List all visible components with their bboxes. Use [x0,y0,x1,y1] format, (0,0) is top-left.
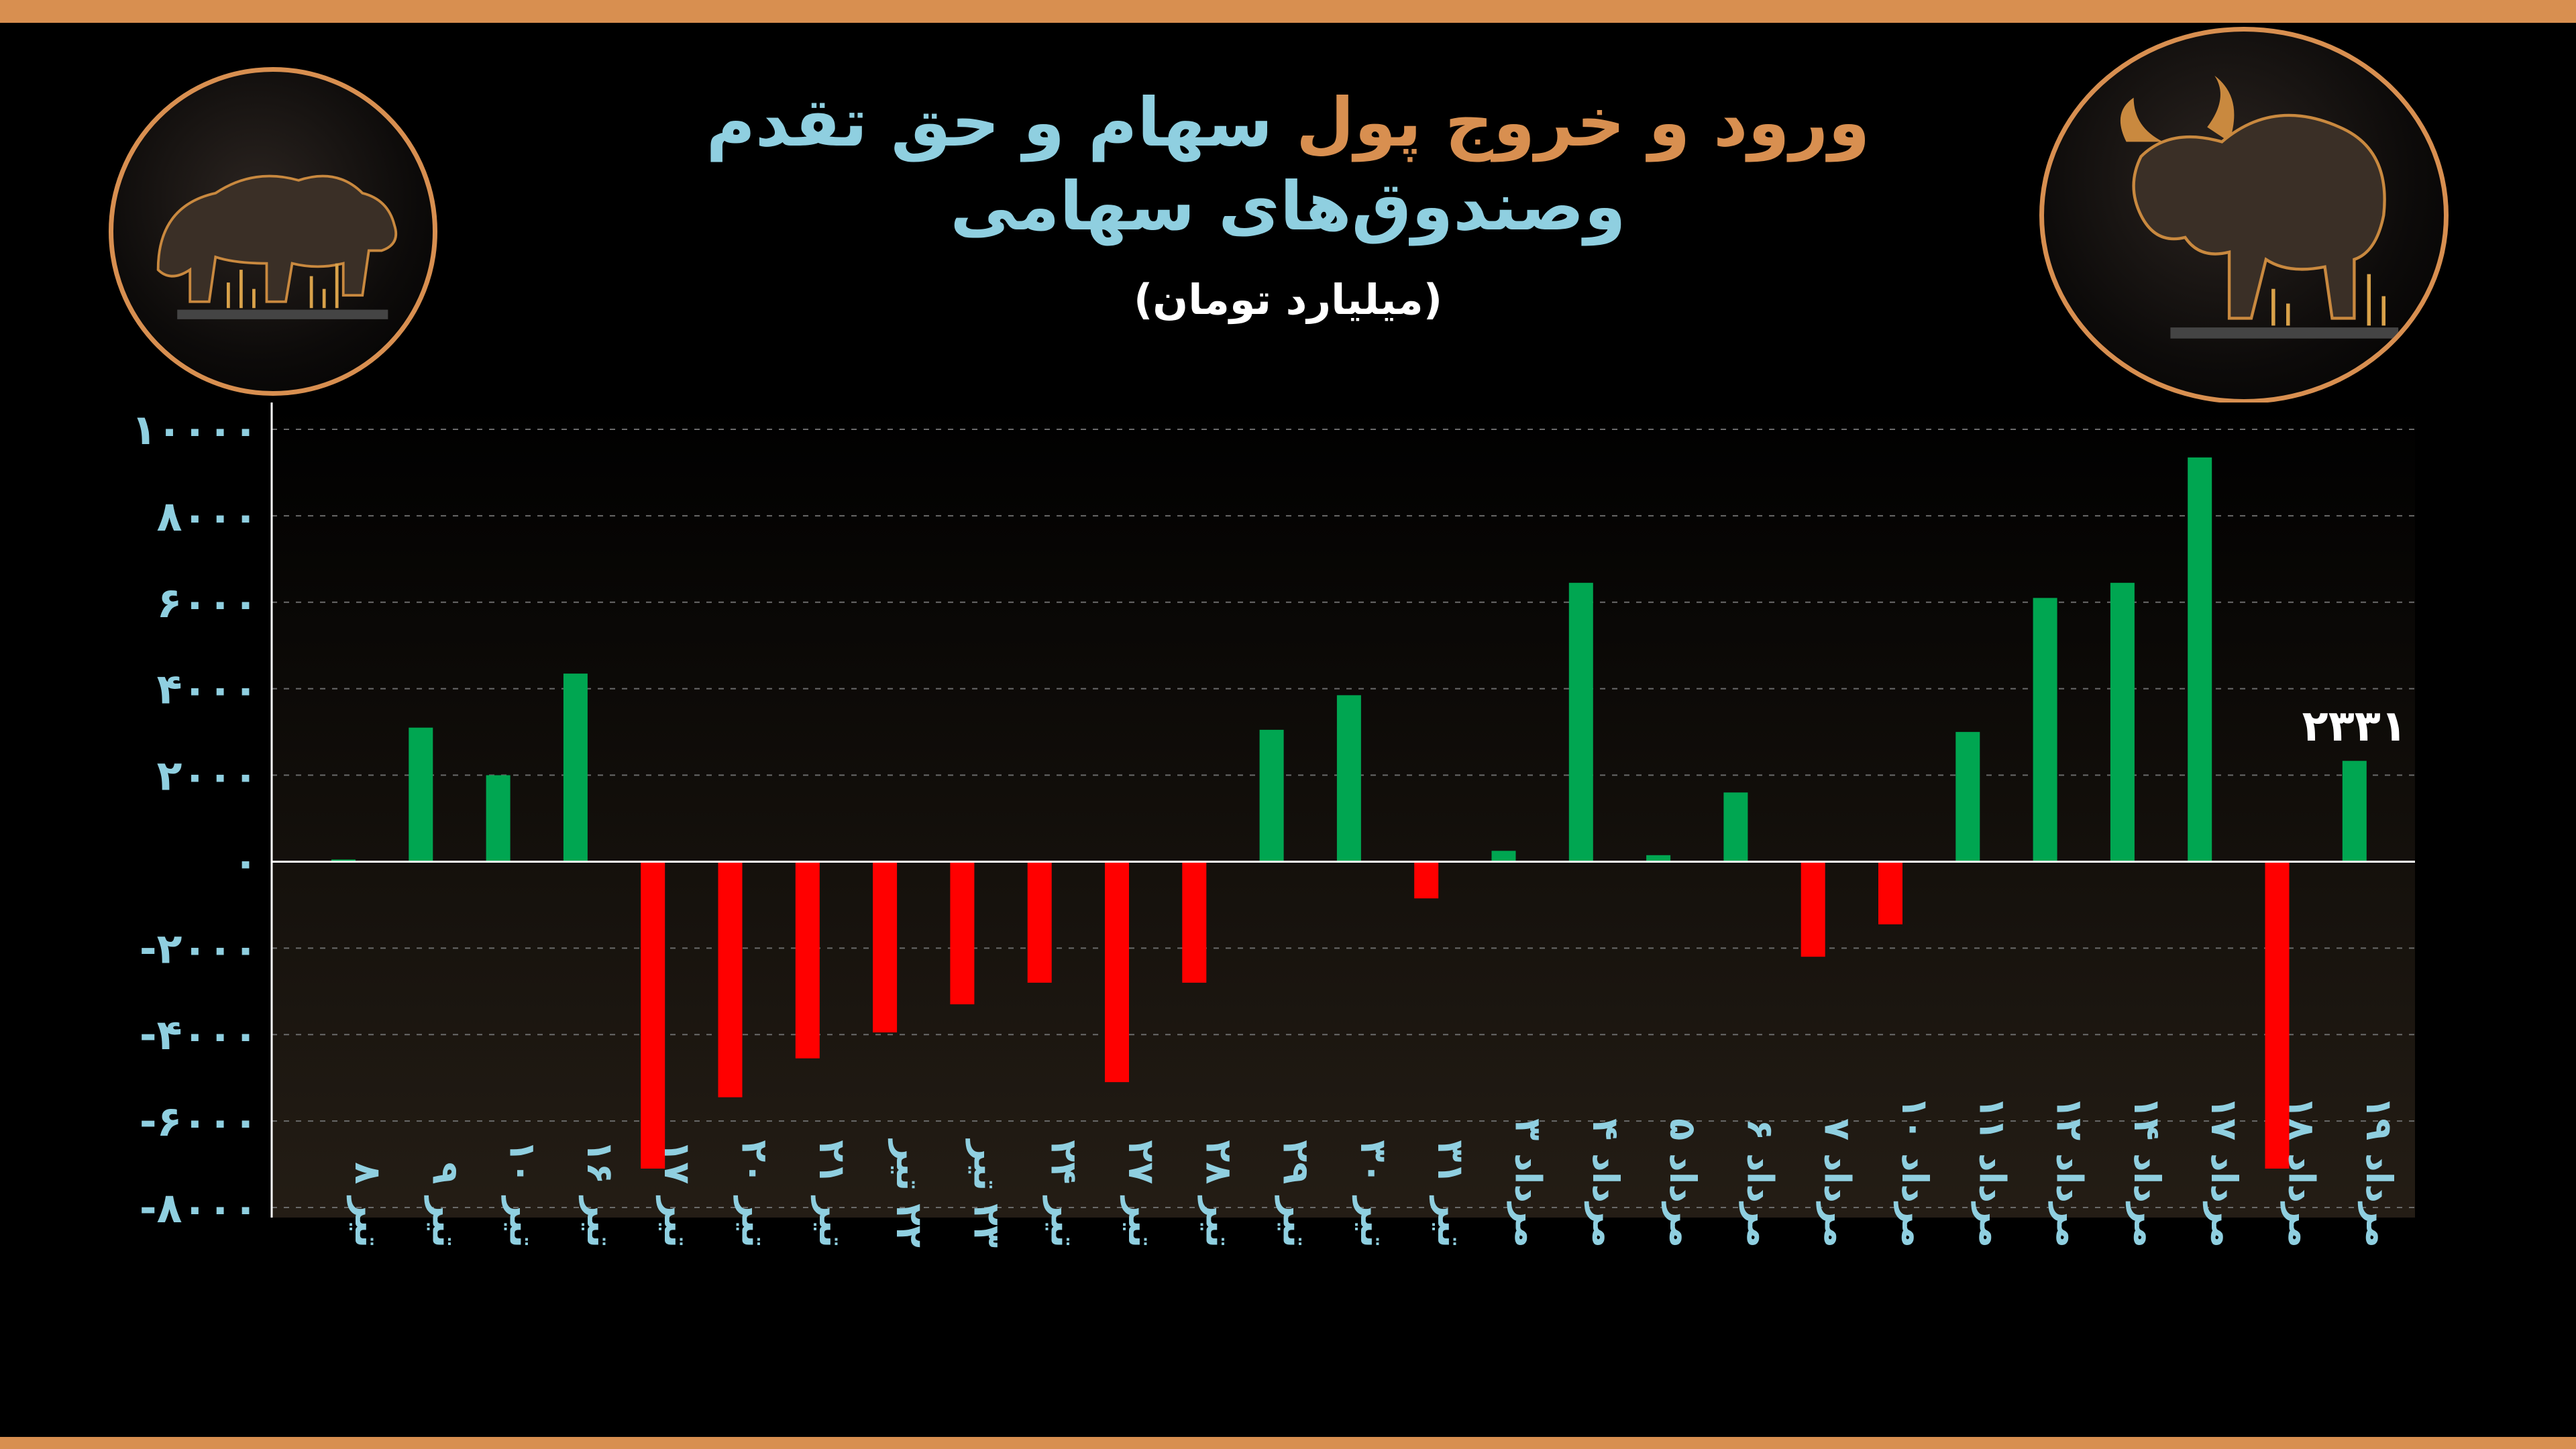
y-tick-label: ۸۰۰۰ [157,492,258,541]
bar [873,861,898,1032]
bottom-accent-stripe [0,1437,2576,1449]
x-tick-label: تیر ۳۱ [1430,1140,1472,1248]
bull-icon [2120,75,2399,339]
bear-medallion [109,67,437,396]
x-tick-label: تیر ۲۸ [1197,1140,1240,1248]
data-label: ۲۳۳۱ [2302,702,2407,751]
bar [1336,695,1361,862]
x-tick-label: تیر ۸ [347,1162,389,1248]
x-tick-label: تیر ۲۴ [1043,1140,1085,1248]
bar [1723,792,1748,862]
x-tick-label: مرداد ۱۹ [2358,1096,2400,1248]
top-accent-stripe [0,0,2576,23]
x-tick-label: تیر ۳۰ [1352,1140,1395,1248]
y-tick-label: ۱۰۰۰۰ [131,405,258,454]
x-tick-label: ۲۳ تیر [965,1138,1008,1248]
bear-icon [156,174,398,319]
x-tick-label: تیر ۲۹ [1275,1140,1318,1248]
bar [641,861,665,1169]
bar [1182,861,1207,983]
x-tick-label: تیر ۲۰ [734,1140,776,1248]
bar [563,674,588,862]
bar [1568,582,1593,862]
chart-title: ورود و خروج پول سهام و حق تقدم وصندوق‌ها… [604,80,1972,248]
x-tick-label: تیر ۱۶ [579,1140,621,1248]
y-tick-label: ۰ [233,837,258,886]
bar [2265,861,2290,1169]
bar [1646,855,1671,862]
y-tick-label: -۴۰۰۰ [140,1010,258,1059]
x-tick-label: تیر ۲۱ [811,1140,853,1248]
x-tick-label: مرداد ۶ [1739,1118,1781,1248]
y-tick-label: -۶۰۰۰ [140,1097,258,1146]
x-tick-label: مرداد ۳ [1507,1118,1550,1248]
bar [1878,861,1902,924]
y-tick-label: ۴۰۰۰ [157,665,258,714]
title-part-1: ورود و خروج پول [1296,83,1870,162]
x-tick-label: تیر ۱۷ [656,1140,698,1248]
bar [1027,861,1052,983]
bar [795,861,820,1059]
title-line-2: وصندوق‌های سهامی [950,167,1626,246]
bar [486,775,511,862]
x-tick-label: تیر ۲۷ [1120,1140,1163,1248]
bar [1105,861,1129,1083]
bar [1259,729,1284,862]
x-tick-label: مرداد ۱۲ [2049,1096,2091,1248]
bar [718,861,743,1097]
bar [2188,457,2212,862]
x-tick-label: مرداد ۱۰ [1894,1096,1936,1248]
x-tick-label: مرداد ۱۷ [2203,1096,2245,1248]
bar [1491,851,1516,862]
bar [331,859,356,862]
y-tick-label: ۲۰۰۰ [157,751,258,800]
bull-medallion [2039,27,2449,404]
x-tick-label: تیر ۱۰ [502,1140,544,1248]
x-tick-label: ۲۲ تیر [888,1138,930,1248]
y-tick-label: -۲۰۰۰ [140,924,258,973]
x-tick-label: مرداد ۴ [1585,1118,1627,1248]
x-tick-label: مرداد ۷ [1817,1118,1859,1248]
x-tick-label: مرداد ۱۱ [1971,1096,2013,1248]
bar [1955,732,1980,862]
bar [950,861,975,1005]
bar [2342,761,2367,862]
y-tick-label: -۸۰۰۰ [140,1183,258,1232]
bar [2033,598,2057,862]
bar [1414,861,1439,899]
bar [1801,861,1825,957]
title-part-2: سهام و حق تقدم [706,83,1273,162]
y-tick-label: ۶۰۰۰ [157,578,258,627]
x-tick-label: مرداد ۵ [1662,1118,1704,1248]
unit-subtitle: (میلیارد تومان) [1133,275,1443,324]
x-tick-label: مرداد ۱۴ [2126,1096,2168,1248]
x-tick-label: مرداد ۱۸ [2281,1096,2323,1248]
x-tick-label: تیر ۹ [424,1162,466,1248]
bar [2110,582,2135,862]
bar [409,727,433,862]
